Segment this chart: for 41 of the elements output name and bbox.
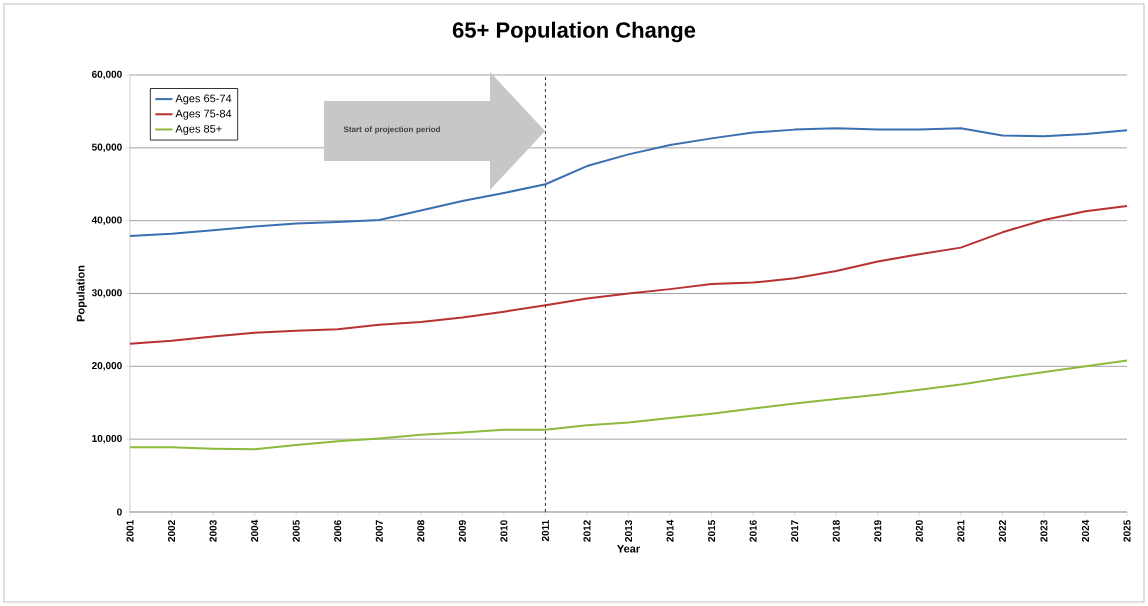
y-tick-label: 30,000 [91, 289, 122, 298]
x-tick-label: 2016 [749, 520, 757, 542]
x-tick-label: 2001 [126, 520, 134, 542]
legend-label: Ages 85+ [175, 124, 222, 135]
y-tick-label: 20,000 [91, 362, 122, 371]
x-tick-label: 2002 [168, 520, 176, 542]
y-tick-label: 60,000 [91, 70, 122, 80]
x-tick-label: 2008 [417, 520, 425, 542]
x-tick-label: 2006 [334, 520, 342, 542]
x-tick-label: 2013 [624, 520, 633, 542]
annotation: Start of projection period [343, 126, 440, 134]
x-tick-label: 2011 [541, 520, 549, 542]
y-tick-label: 0 [117, 508, 122, 516]
x-tick-label: 2018 [832, 520, 840, 542]
legend-label: Ages 65-74 [175, 94, 232, 105]
x-axis-title: Year [617, 544, 640, 553]
x-tick-label: 2024 [1081, 519, 1089, 542]
x-tick-label: 2012 [583, 520, 591, 542]
x-tick-label: 2022 [998, 520, 1006, 542]
y-tick-label: 10,000 [92, 434, 122, 444]
x-tick-label: 2014 [666, 519, 674, 542]
legend-label: Ages 75-84 [175, 109, 232, 120]
x-tick-label: 2005 [292, 520, 300, 542]
line-series [129, 127, 1129, 237]
x-tick-label: 2015 [708, 520, 716, 542]
x-tick-label: 2019 [874, 520, 882, 542]
x-tick-label: 2021 [957, 520, 965, 542]
x-tick-label: 2010 [500, 520, 508, 542]
y-tick-label: 40,000 [91, 216, 122, 225]
chart-title: 65+ Population Change [452, 21, 696, 43]
x-tick-label: 2020 [915, 520, 923, 542]
x-tick-label: 2025 [1123, 520, 1131, 542]
x-tick-label: 2004 [251, 519, 259, 542]
x-tick-label: 2003 [209, 520, 217, 542]
x-tick-label: 2023 [1040, 520, 1048, 542]
x-tick-label: 2009 [458, 520, 466, 542]
y-tick-label: 50,000 [91, 143, 122, 153]
line-series [129, 205, 1129, 345]
y-axis-title: Population [76, 265, 87, 322]
x-tick-label: 2007 [375, 520, 383, 542]
x-tick-label: 2017 [791, 520, 799, 542]
